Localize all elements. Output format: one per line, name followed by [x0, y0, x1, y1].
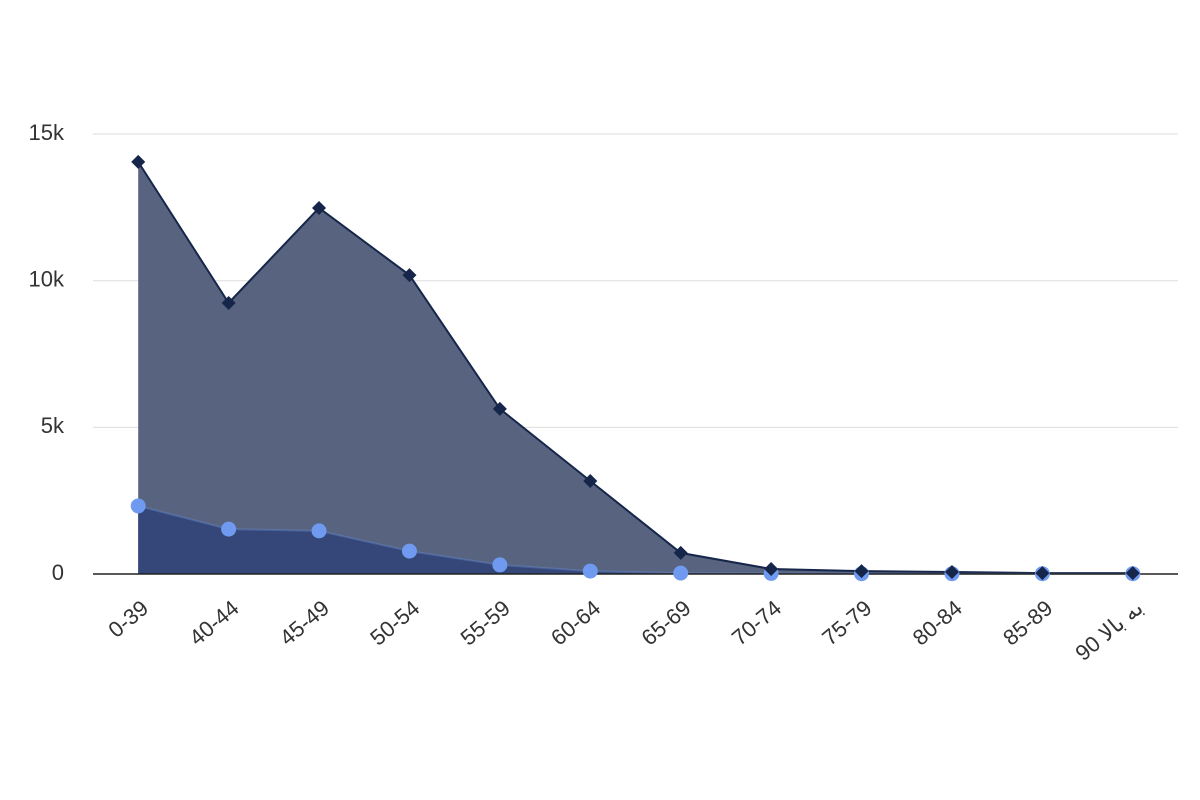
marker	[131, 154, 146, 169]
marker	[492, 401, 507, 416]
y-tick-label: 10k	[29, 267, 65, 292]
x-tick-label: 55-59	[456, 595, 515, 650]
x-tick-label: 65-69	[636, 595, 695, 650]
marker	[221, 521, 237, 537]
y-tick-label: 15k	[29, 120, 65, 145]
area	[138, 505, 1133, 574]
marker	[673, 565, 689, 581]
x-tick-label: 90 به بالا	[1070, 595, 1147, 666]
x-tick-label: 40-44	[184, 595, 243, 650]
x-tick-label: 70-74	[727, 595, 786, 650]
marker	[1035, 566, 1050, 581]
x-tick-label: 0-39	[103, 595, 153, 642]
marker	[944, 564, 959, 579]
marker	[764, 562, 779, 577]
marker	[582, 563, 598, 579]
x-tick-label: 80-84	[908, 595, 967, 650]
marker	[583, 474, 598, 489]
marker	[312, 200, 327, 215]
x-tick-label: 45-49	[275, 595, 334, 650]
x-tick-label: 50-54	[365, 595, 424, 650]
marker	[492, 557, 508, 573]
marker	[311, 523, 327, 539]
marker	[1125, 566, 1140, 581]
marker	[401, 543, 417, 559]
x-tick-label: 60-64	[546, 595, 605, 650]
marker	[673, 545, 688, 560]
marker	[402, 268, 417, 283]
marker	[854, 564, 869, 579]
x-tick-label: 75-79	[817, 595, 876, 650]
x-tick-label: 85-89	[998, 595, 1057, 650]
area	[138, 161, 1133, 574]
marker	[221, 295, 236, 310]
y-tick-label: 0	[52, 560, 64, 585]
y-tick-label: 5k	[41, 413, 65, 438]
line	[137, 161, 1133, 575]
marker	[130, 498, 146, 514]
